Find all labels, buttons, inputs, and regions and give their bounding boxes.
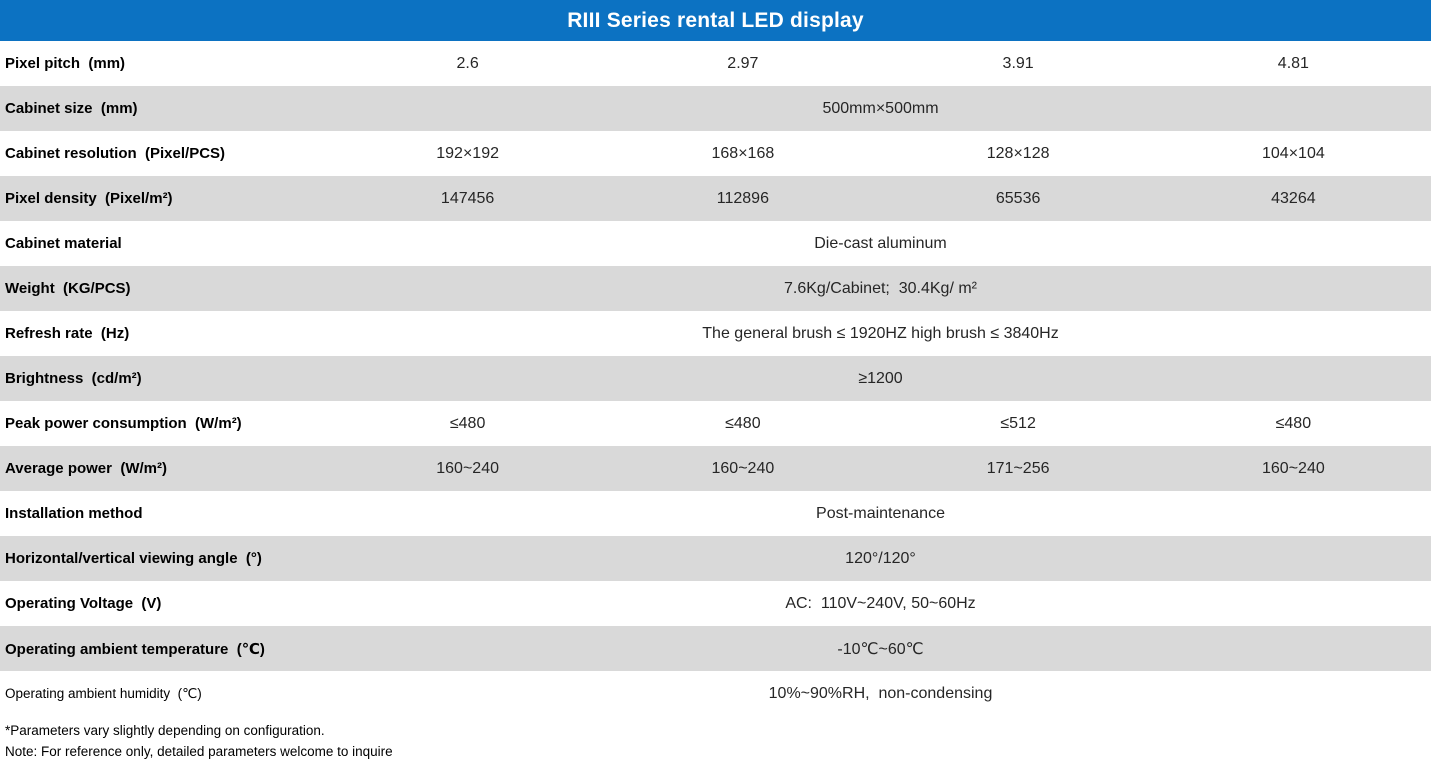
row-value: AC: 110V~240V, 50~60Hz <box>785 594 976 612</box>
spec-row-pixel-pitch: Pixel pitch (mm) 2.6 2.97 3.91 4.81 <box>0 41 1431 86</box>
row-value: -10℃~60℃ <box>837 640 924 658</box>
row-label: Operating ambient temperature (℃) <box>5 640 265 658</box>
row-value: 65536 <box>995 189 1041 207</box>
row-value: 160~240 <box>711 459 775 477</box>
row-value: 7.6Kg/Cabinet; 30.4Kg/ m² <box>784 279 977 297</box>
spec-row-refresh-rate: Refresh rate (Hz) The general brush ≤ 19… <box>0 311 1431 356</box>
spec-row-viewing-angle: Horizontal/vertical viewing angle (°) 12… <box>0 536 1431 581</box>
row-label: Pixel density (Pixel/m²) <box>5 190 173 207</box>
page-title: RIII Series rental LED display <box>567 8 864 32</box>
row-value: ≥1200 <box>858 369 903 387</box>
row-label: Operating Voltage (V) <box>5 595 162 612</box>
row-value: 112896 <box>716 189 769 207</box>
row-value: 2.6 <box>456 54 479 72</box>
row-label: Horizontal/vertical viewing angle (°) <box>5 550 262 567</box>
spec-row-ambient-temperature: Operating ambient temperature (℃) -10℃~6… <box>0 626 1431 671</box>
spec-row-average-power: Average power (W/m²) 160~240 160~240 171… <box>0 446 1431 491</box>
row-value: 104×104 <box>1262 144 1325 162</box>
row-value: 43264 <box>1271 189 1316 207</box>
spec-row-brightness: Brightness (cd/m²) ≥1200 <box>0 356 1431 401</box>
row-value: 160~240 <box>436 459 499 477</box>
spec-row-ambient-humidity: Operating ambient humidity (℃) 10%~90%RH… <box>0 671 1431 716</box>
spec-row-installation-method: Installation method Post-maintenance <box>0 491 1431 536</box>
row-value: ≤480 <box>725 414 761 432</box>
row-label: Refresh rate (Hz) <box>5 325 130 342</box>
row-label: Installation method <box>5 505 143 522</box>
row-label: Average power (W/m²) <box>5 460 167 477</box>
row-label: Pixel pitch (mm) <box>5 55 126 72</box>
footnote-reference-note: Note: For reference only, detailed param… <box>5 744 393 759</box>
row-label: Cabinet size (mm) <box>5 100 138 117</box>
spec-row-operating-voltage: Operating Voltage (V) AC: 110V~240V, 50~… <box>0 581 1431 626</box>
row-value: 4.81 <box>1277 54 1309 72</box>
footnote-parameters-note: *Parameters vary slightly depending on c… <box>5 723 325 738</box>
row-value: 2.97 <box>727 54 759 72</box>
row-value: Die-cast aluminum <box>814 234 947 252</box>
table-title-bar: RIII Series rental LED display <box>0 0 1431 41</box>
row-label: Operating ambient humidity (℃) <box>5 685 202 701</box>
spec-row-cabinet-size: Cabinet size (mm) 500mm×500mm <box>0 86 1431 131</box>
row-value: 10%~90%RH, non-condensing <box>768 684 993 702</box>
spec-row-cabinet-resolution: Cabinet resolution (Pixel/PCS) 192×192 1… <box>0 131 1431 176</box>
footnotes: *Parameters vary slightly depending on c… <box>0 716 1431 762</box>
row-value: The general brush ≤ 1920HZ high brush ≤ … <box>702 324 1059 342</box>
row-value: 120°/120° <box>845 549 916 567</box>
row-value: ≤480 <box>449 414 486 432</box>
row-value: 147456 <box>440 189 495 207</box>
row-label: Cabinet resolution (Pixel/PCS) <box>5 145 226 162</box>
row-label: Peak power consumption (W/m²) <box>5 415 242 432</box>
row-label: Weight (KG/PCS) <box>5 280 131 297</box>
spec-row-weight: Weight (KG/PCS) 7.6Kg/Cabinet; 30.4Kg/ m… <box>0 266 1431 311</box>
row-value: 128×128 <box>986 144 1050 162</box>
row-value: ≤512 <box>1000 414 1036 432</box>
row-value: 192×192 <box>436 144 499 162</box>
row-label: Brightness (cd/m²) <box>5 370 142 387</box>
spec-row-pixel-density: Pixel density (Pixel/m²) 147456 112896 6… <box>0 176 1431 221</box>
spec-row-peak-power: Peak power consumption (W/m²) ≤480 ≤480 … <box>0 401 1431 446</box>
row-value: 168×168 <box>711 144 775 162</box>
row-value: 500mm×500mm <box>822 99 939 117</box>
row-value: ≤480 <box>1275 414 1312 432</box>
row-value: 171~256 <box>986 459 1050 477</box>
row-value: Post-maintenance <box>816 504 945 522</box>
row-value: 3.91 <box>1002 54 1034 72</box>
row-label: Cabinet material <box>5 235 122 252</box>
spec-row-cabinet-material: Cabinet material Die-cast aluminum <box>0 221 1431 266</box>
row-value: 160~240 <box>1262 459 1325 477</box>
